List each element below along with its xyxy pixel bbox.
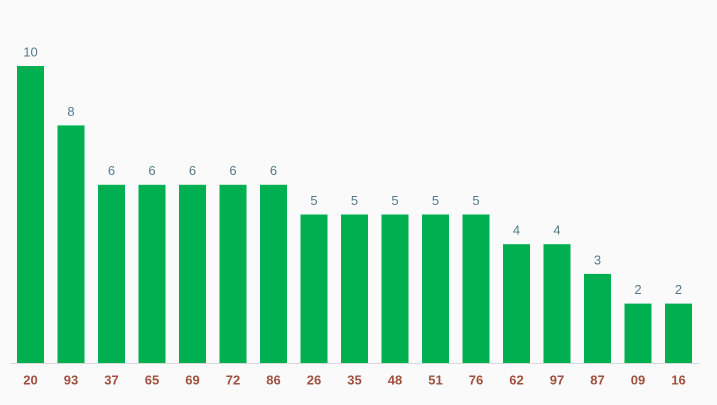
- x-tick-label: 37: [104, 372, 118, 387]
- bar: [300, 214, 328, 363]
- bar: [57, 125, 85, 364]
- value-label: 6: [108, 163, 115, 178]
- x-tick-label: 62: [509, 372, 523, 387]
- value-label: 5: [351, 193, 358, 208]
- x-tick-label: 20: [23, 372, 37, 387]
- bar: [381, 214, 409, 363]
- bar: [219, 184, 247, 363]
- x-tick-label: 86: [266, 372, 280, 387]
- value-label: 4: [553, 223, 560, 238]
- value-label: 10: [23, 44, 37, 59]
- value-label: 2: [675, 282, 682, 297]
- value-label: 3: [594, 252, 601, 267]
- x-tick-label: 09: [631, 372, 645, 387]
- value-label: 6: [229, 163, 236, 178]
- x-tick-label: 48: [388, 372, 402, 387]
- x-tick-label: 65: [145, 372, 159, 387]
- bar: [584, 273, 611, 363]
- value-label: 8: [67, 104, 74, 119]
- x-tick-label: 93: [64, 372, 78, 387]
- x-tick-label: 97: [550, 372, 564, 387]
- bar: [138, 184, 166, 363]
- bar: [98, 184, 125, 363]
- bar: [462, 214, 490, 363]
- value-label: 6: [270, 163, 277, 178]
- value-label: 6: [148, 163, 155, 178]
- bar: [543, 244, 571, 363]
- bar: [665, 303, 692, 363]
- x-tick-label: 76: [469, 372, 483, 387]
- bar: [17, 66, 44, 363]
- x-tick-label: 35: [347, 372, 361, 387]
- value-label: 5: [391, 193, 398, 208]
- x-tick-label: 72: [226, 372, 240, 387]
- value-label: 5: [310, 193, 317, 208]
- x-tick-label: 69: [185, 372, 199, 387]
- x-tick-label: 51: [428, 372, 442, 387]
- bar: [422, 214, 449, 363]
- value-label: 5: [432, 193, 439, 208]
- value-label: 6: [189, 163, 196, 178]
- value-label: 5: [472, 193, 479, 208]
- x-tick-label: 87: [590, 372, 604, 387]
- value-label: 2: [634, 282, 641, 297]
- value-label: 4: [513, 223, 520, 238]
- bar: [179, 184, 206, 363]
- x-tick-label: 16: [671, 372, 685, 387]
- bar: [624, 303, 652, 363]
- bar: [260, 184, 287, 363]
- x-tick-label: 26: [307, 372, 321, 387]
- bar: [503, 244, 530, 363]
- bar: [341, 214, 368, 363]
